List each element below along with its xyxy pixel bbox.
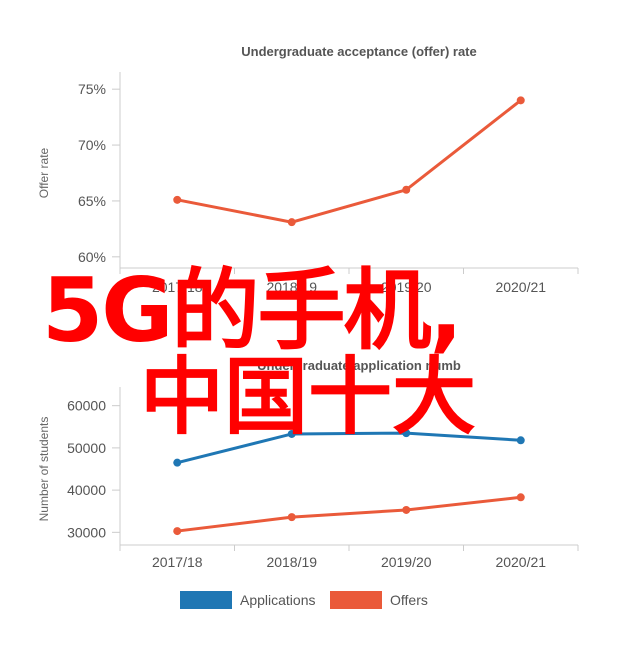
overlay-headline-line2: 中国十大 <box>140 348 477 446</box>
y-axis-label: Offer rate <box>37 147 51 198</box>
y-axis-label: Number of students <box>37 417 51 522</box>
y-tick-label: 60% <box>78 249 106 265</box>
data-point <box>173 458 182 467</box>
y-tick-label: 40000 <box>67 482 106 498</box>
series-line <box>176 99 522 224</box>
series-line <box>176 431 521 465</box>
data-point <box>287 218 296 227</box>
x-tick-label: 2017/18 <box>152 279 203 295</box>
legend-label: Offers <box>390 592 428 608</box>
series-line <box>177 495 521 533</box>
y-tick-label: 30000 <box>67 524 106 540</box>
x-tick-label: 2018/19 <box>266 279 317 295</box>
overlay-headline-line1: 5G的手机, <box>42 259 463 362</box>
legend-label: Applications <box>240 592 316 608</box>
data-point <box>173 195 182 204</box>
x-tick-label: 2020/21 <box>495 554 546 570</box>
data-point <box>402 429 411 438</box>
data-point <box>516 96 525 105</box>
y-tick-label: 65% <box>78 193 106 209</box>
data-point <box>516 436 525 445</box>
data-point <box>287 513 296 522</box>
data-point <box>402 185 411 194</box>
legend-swatch <box>180 591 232 609</box>
chart-title: Undergraduate acceptance (offer) rate <box>241 44 477 59</box>
x-tick-label: 2020/21 <box>495 279 546 295</box>
x-tick-label: 2017/18 <box>152 554 203 570</box>
data-point <box>287 429 296 438</box>
data-point <box>516 493 525 502</box>
chart-application-numbers: Undergraduate application numb Number of … <box>37 358 579 609</box>
y-tick-label: 75% <box>78 81 106 97</box>
x-tick-label: 2019/20 <box>381 279 432 295</box>
y-tick-label: 50000 <box>67 440 106 456</box>
chart-acceptance-rate: Undergraduate acceptance (offer) rate Off… <box>37 44 579 295</box>
chart-title: Undergraduate application numb <box>257 358 461 373</box>
x-tick-label: 2019/20 <box>381 554 432 570</box>
data-point <box>173 527 182 536</box>
x-tick-label: 2018/19 <box>266 554 317 570</box>
y-tick-label: 70% <box>78 137 106 153</box>
legend-swatch <box>330 591 382 609</box>
data-point <box>402 505 411 514</box>
y-tick-label: 60000 <box>67 398 106 414</box>
